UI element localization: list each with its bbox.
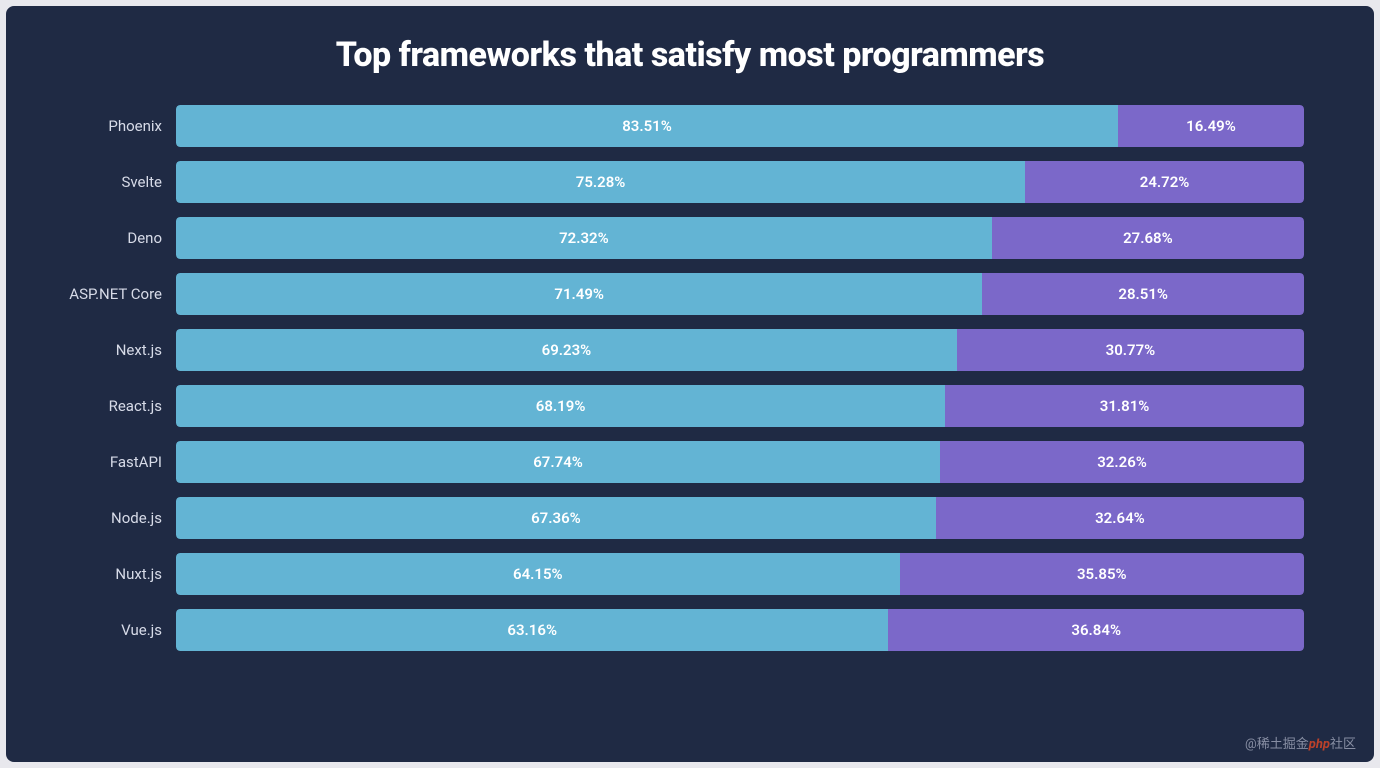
watermark-php: php — [1309, 737, 1330, 752]
row-label: Vue.js — [66, 621, 176, 639]
row-label: ASP.NET Core — [66, 285, 176, 303]
bar-segment-primary: 83.51% — [176, 105, 1118, 147]
watermark-suffix: 社区 — [1330, 737, 1356, 752]
bar-segment-secondary: 24.72% — [1025, 161, 1304, 203]
row-label: FastAPI — [66, 453, 176, 471]
row-label: Deno — [66, 229, 176, 247]
row-label: Svelte — [66, 173, 176, 191]
bar-segment-secondary: 32.26% — [940, 441, 1304, 483]
chart-title: Top frameworks that satisfy most program… — [66, 34, 1314, 77]
row-label: Phoenix — [66, 117, 176, 135]
bar-track: 68.19%31.81% — [176, 385, 1304, 427]
bar-track: 72.32%27.68% — [176, 217, 1304, 259]
chart-row: Node.js67.36%32.64% — [66, 497, 1304, 539]
chart-row: Svelte75.28%24.72% — [66, 161, 1304, 203]
bar-segment-secondary: 27.68% — [992, 217, 1304, 259]
chart-row: Nuxt.js64.15%35.85% — [66, 553, 1304, 595]
bar-segment-primary: 67.74% — [176, 441, 940, 483]
bar-segment-primary: 71.49% — [176, 273, 982, 315]
bar-track: 63.16%36.84% — [176, 609, 1304, 651]
bar-segment-secondary: 32.64% — [936, 497, 1304, 539]
bar-track: 71.49%28.51% — [176, 273, 1304, 315]
bar-segment-primary: 63.16% — [176, 609, 888, 651]
row-label: Next.js — [66, 341, 176, 359]
row-label: React.js — [66, 397, 176, 415]
bar-track: 75.28%24.72% — [176, 161, 1304, 203]
bar-track: 67.74%32.26% — [176, 441, 1304, 483]
chart-row: ASP.NET Core71.49%28.51% — [66, 273, 1304, 315]
chart-row: Phoenix83.51%16.49% — [66, 105, 1304, 147]
bar-segment-secondary: 30.77% — [957, 329, 1304, 371]
row-label: Nuxt.js — [66, 565, 176, 583]
bar-segment-secondary: 28.51% — [982, 273, 1304, 315]
chart-row: Next.js69.23%30.77% — [66, 329, 1304, 371]
bar-segment-primary: 67.36% — [176, 497, 936, 539]
chart-row: Vue.js63.16%36.84% — [66, 609, 1304, 651]
bar-segment-primary: 72.32% — [176, 217, 992, 259]
bar-track: 67.36%32.64% — [176, 497, 1304, 539]
watermark: @稀土掘金php社区 — [1245, 733, 1356, 752]
chart-row: Deno72.32%27.68% — [66, 217, 1304, 259]
chart-rows: Phoenix83.51%16.49% Svelte75.28%24.72% Den… — [66, 105, 1314, 651]
bar-segment-secondary: 31.81% — [945, 385, 1304, 427]
bar-segment-primary: 64.15% — [176, 553, 900, 595]
chart-container: Top frameworks that satisfy most program… — [6, 6, 1374, 762]
watermark-prefix: @稀土掘金 — [1245, 737, 1309, 752]
bar-segment-primary: 68.19% — [176, 385, 945, 427]
bar-segment-primary: 75.28% — [176, 161, 1025, 203]
bar-segment-secondary: 35.85% — [900, 553, 1304, 595]
bar-segment-secondary: 36.84% — [888, 609, 1304, 651]
bar-track: 64.15%35.85% — [176, 553, 1304, 595]
bar-track: 69.23%30.77% — [176, 329, 1304, 371]
chart-row: React.js68.19%31.81% — [66, 385, 1304, 427]
bar-segment-primary: 69.23% — [176, 329, 957, 371]
chart-row: FastAPI67.74%32.26% — [66, 441, 1304, 483]
bar-segment-secondary: 16.49% — [1118, 105, 1304, 147]
bar-track: 83.51%16.49% — [176, 105, 1304, 147]
row-label: Node.js — [66, 509, 176, 527]
